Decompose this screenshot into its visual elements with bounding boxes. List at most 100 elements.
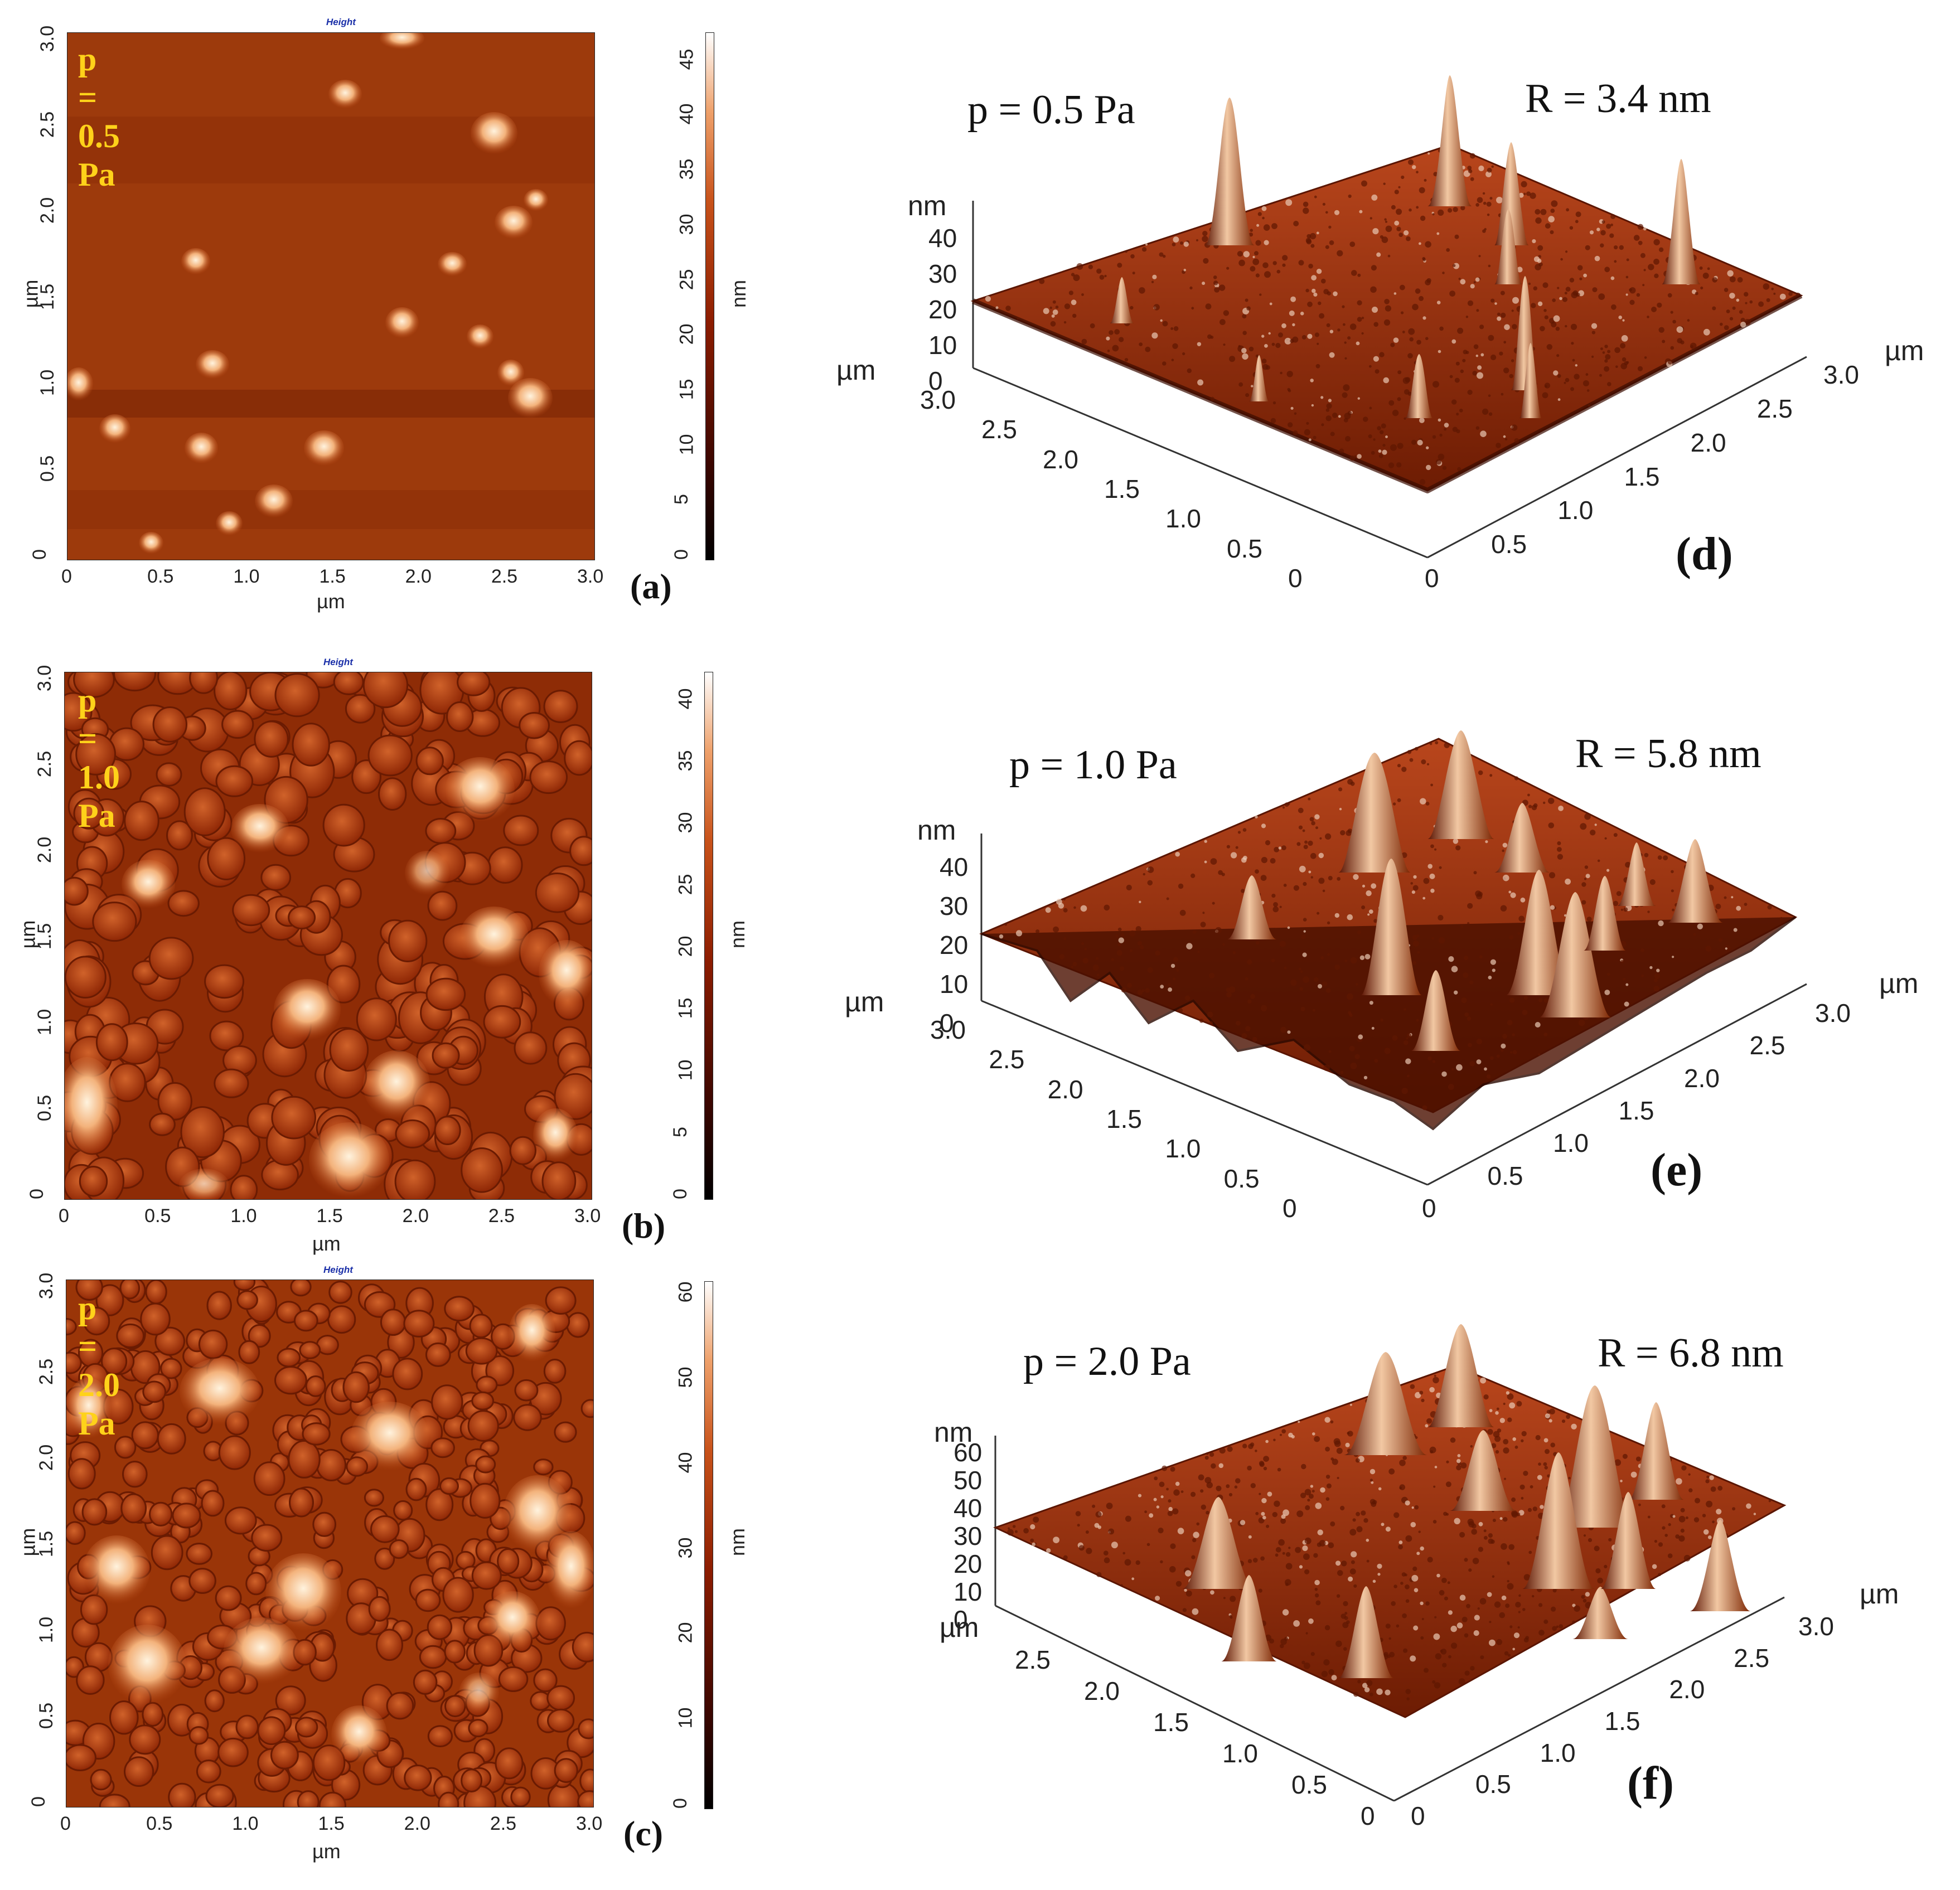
- surface-speckle: [1160, 319, 1163, 322]
- x-tick: 3.0: [577, 566, 604, 587]
- height-label: Height: [326, 17, 356, 27]
- surface-speckle: [1397, 397, 1401, 401]
- surface-speckle: [1399, 1484, 1406, 1490]
- grain: [166, 820, 193, 851]
- surface-speckle: [1588, 404, 1591, 407]
- surface-speckle: [1516, 1400, 1522, 1407]
- surface-speckle: [1557, 398, 1561, 401]
- surface-speckle: [1448, 1655, 1451, 1659]
- surface-speckle: [1129, 949, 1133, 952]
- surface-speckle: [1521, 1439, 1524, 1442]
- surface-speckle: [1119, 337, 1124, 342]
- surface-speckle: [1499, 351, 1503, 356]
- grain: [469, 1314, 493, 1339]
- surface-speckle: [1292, 323, 1295, 327]
- surface-speckle: [1111, 1542, 1118, 1549]
- surface-speckle: [1279, 941, 1286, 947]
- surface-speckle: [1104, 274, 1107, 278]
- surface-speckle: [1357, 454, 1362, 459]
- grain: [483, 1005, 521, 1039]
- surface-speckle: [1005, 306, 1011, 311]
- z-tick: 10: [954, 1577, 983, 1606]
- surface-speckle: [1552, 1626, 1557, 1631]
- surface-speckle: [1614, 347, 1620, 353]
- grain: [214, 1068, 249, 1098]
- surface-speckle: [1439, 433, 1443, 437]
- surface-speckle: [1406, 1037, 1409, 1040]
- grain: [148, 937, 194, 980]
- surface-speckle: [1476, 309, 1479, 312]
- surface-speckle: [1275, 1547, 1281, 1553]
- surface-speckle: [1490, 1003, 1493, 1006]
- grain: [404, 1765, 432, 1791]
- surface-speckle: [1566, 1414, 1570, 1419]
- grain: [468, 1719, 488, 1738]
- surface-speckle: [1285, 199, 1293, 206]
- surface-speckle: [1700, 286, 1703, 290]
- colorbar-tick: 45: [676, 49, 698, 70]
- surface-speckle: [1229, 356, 1236, 362]
- surface-speckle: [1385, 435, 1388, 438]
- grain: [434, 1116, 461, 1145]
- right-axis-tick: 1.0: [1557, 496, 1594, 525]
- surface-speckle: [1501, 392, 1504, 396]
- surface-speckle: [1544, 382, 1551, 389]
- surface-speckle: [1304, 1489, 1311, 1496]
- grain: [66, 1521, 86, 1545]
- surface-speckle: [1417, 439, 1423, 446]
- surface-speckle: [1591, 323, 1598, 329]
- surface-speckle: [1611, 304, 1617, 310]
- surface-speckle: [1658, 1542, 1663, 1547]
- surface-speckle: [1496, 1639, 1503, 1645]
- pressure-label-c: p = 2.0 Pa: [78, 1290, 120, 1442]
- surface-speckle: [1564, 292, 1567, 295]
- surface-speckle: [1317, 342, 1319, 345]
- x-tick: 0.5: [144, 1205, 171, 1227]
- surface-speckle: [1207, 1011, 1213, 1018]
- subfigure-label-e: (e): [1651, 1144, 1703, 1196]
- grain: [425, 1342, 451, 1367]
- surface-speckle: [1716, 1509, 1722, 1515]
- surface-speckle: [1451, 339, 1456, 344]
- surface-speckle: [1402, 331, 1405, 333]
- surface-speckle: [1104, 904, 1110, 911]
- grain: [140, 1302, 171, 1336]
- grain: [235, 1714, 259, 1739]
- x-tick: 1.0: [232, 1813, 259, 1834]
- surface-speckle: [1600, 243, 1604, 248]
- surface-speckle: [1378, 1487, 1382, 1491]
- surface-speckle: [1071, 273, 1075, 277]
- surface-speckle: [1443, 1511, 1448, 1516]
- surface-speckle: [1263, 224, 1270, 231]
- surface-speckle: [1490, 959, 1496, 965]
- grain: [293, 1310, 318, 1332]
- surface-speckle: [1356, 1526, 1363, 1533]
- surface-speckle: [1371, 1026, 1375, 1030]
- surface-speckle: [1582, 1598, 1587, 1603]
- surface-speckle: [1335, 1561, 1341, 1566]
- grain: [444, 1296, 475, 1322]
- surface-speckle: [1166, 897, 1169, 900]
- surface-speckle: [1373, 919, 1378, 923]
- surface-speckle: [1585, 1592, 1590, 1597]
- surface-speckle: [1690, 342, 1697, 350]
- surface-speckle: [1361, 905, 1366, 909]
- surface-speckle: [1366, 1538, 1369, 1542]
- surface-speckle: [1545, 1413, 1550, 1419]
- surface-speckle: [1332, 1458, 1338, 1465]
- surface-speckle: [1304, 840, 1308, 844]
- surface-speckle: [1538, 1630, 1545, 1636]
- surface-speckle: [1271, 342, 1275, 346]
- z-tick: 20: [940, 931, 969, 959]
- y-tick: 0.5: [34, 1094, 56, 1121]
- surface-speckle: [1357, 1680, 1361, 1684]
- surface-speckle: [1707, 267, 1710, 270]
- grain: [277, 1348, 301, 1368]
- grain: [218, 1435, 251, 1470]
- surface-speckle: [1250, 994, 1255, 999]
- grain: [470, 1482, 501, 1519]
- surface-speckle: [1269, 302, 1272, 306]
- grain: [75, 1280, 103, 1301]
- surface-speckle: [1210, 396, 1214, 401]
- surface-speckle: [1476, 1059, 1482, 1064]
